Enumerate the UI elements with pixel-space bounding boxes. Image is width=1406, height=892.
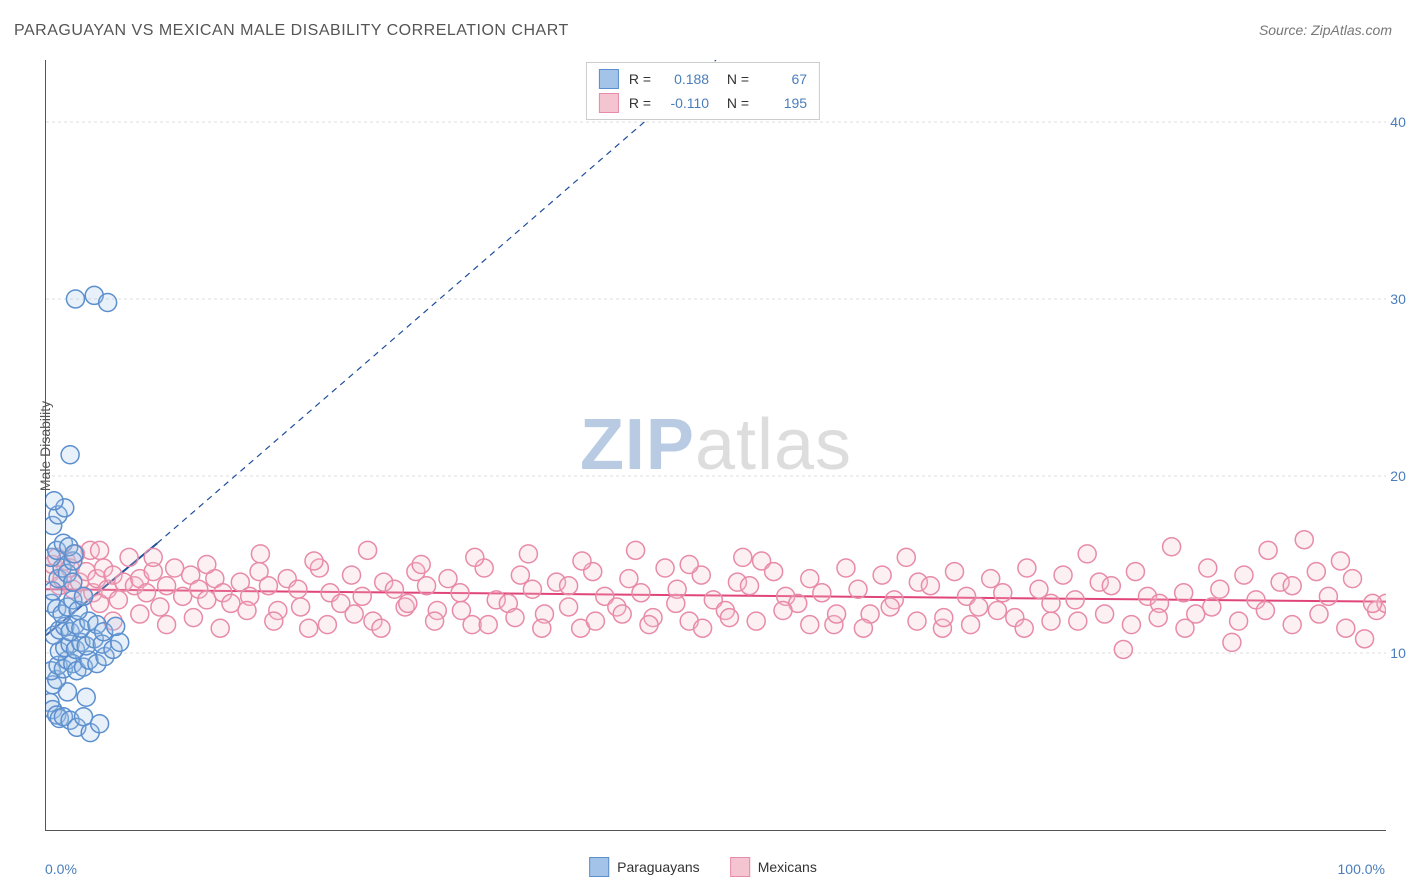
stats-n-value-0: 67 — [759, 71, 807, 87]
y-tick-label: 40.0% — [1390, 114, 1406, 130]
stats-legend: R = 0.188 N = 67 R = -0.110 N = 195 — [586, 62, 820, 120]
legend-item-0: Paraguayans — [589, 857, 700, 877]
series-legend: Paraguayans Mexicans — [589, 857, 817, 877]
y-tick-label: 20.0% — [1390, 468, 1406, 484]
chart-container: PARAGUAYAN VS MEXICAN MALE DISABILITY CO… — [0, 0, 1406, 892]
source-label: Source: ZipAtlas.com — [1259, 22, 1392, 38]
x-tick-label-max: 100.0% — [1338, 861, 1385, 877]
y-tick-label: 30.0% — [1390, 291, 1406, 307]
stats-n-value-1: 195 — [759, 95, 807, 111]
stats-n-label-1: N = — [719, 95, 749, 111]
stats-r-value-1: -0.110 — [661, 95, 709, 111]
legend-item-1: Mexicans — [730, 857, 817, 877]
stats-swatch-1 — [599, 93, 619, 113]
x-tick-label-min: 0.0% — [45, 861, 77, 877]
legend-label-1: Mexicans — [758, 859, 817, 875]
legend-label-0: Paraguayans — [617, 859, 700, 875]
stats-row-1: R = -0.110 N = 195 — [595, 91, 811, 115]
legend-swatch-1 — [730, 857, 750, 877]
stats-n-label-0: N = — [719, 71, 749, 87]
plot-area: ZIPatlas 10.0%20.0%30.0%40.0% — [45, 60, 1386, 831]
chart-title: PARAGUAYAN VS MEXICAN MALE DISABILITY CO… — [14, 22, 569, 40]
legend-swatch-0 — [589, 857, 609, 877]
plot-svg — [46, 60, 1386, 830]
stats-r-label-0: R = — [629, 71, 651, 87]
y-tick-label: 10.0% — [1390, 645, 1406, 661]
stats-swatch-0 — [599, 69, 619, 89]
stats-r-value-0: 0.188 — [661, 71, 709, 87]
stats-row-0: R = 0.188 N = 67 — [595, 67, 811, 91]
stats-r-label-1: R = — [629, 95, 651, 111]
